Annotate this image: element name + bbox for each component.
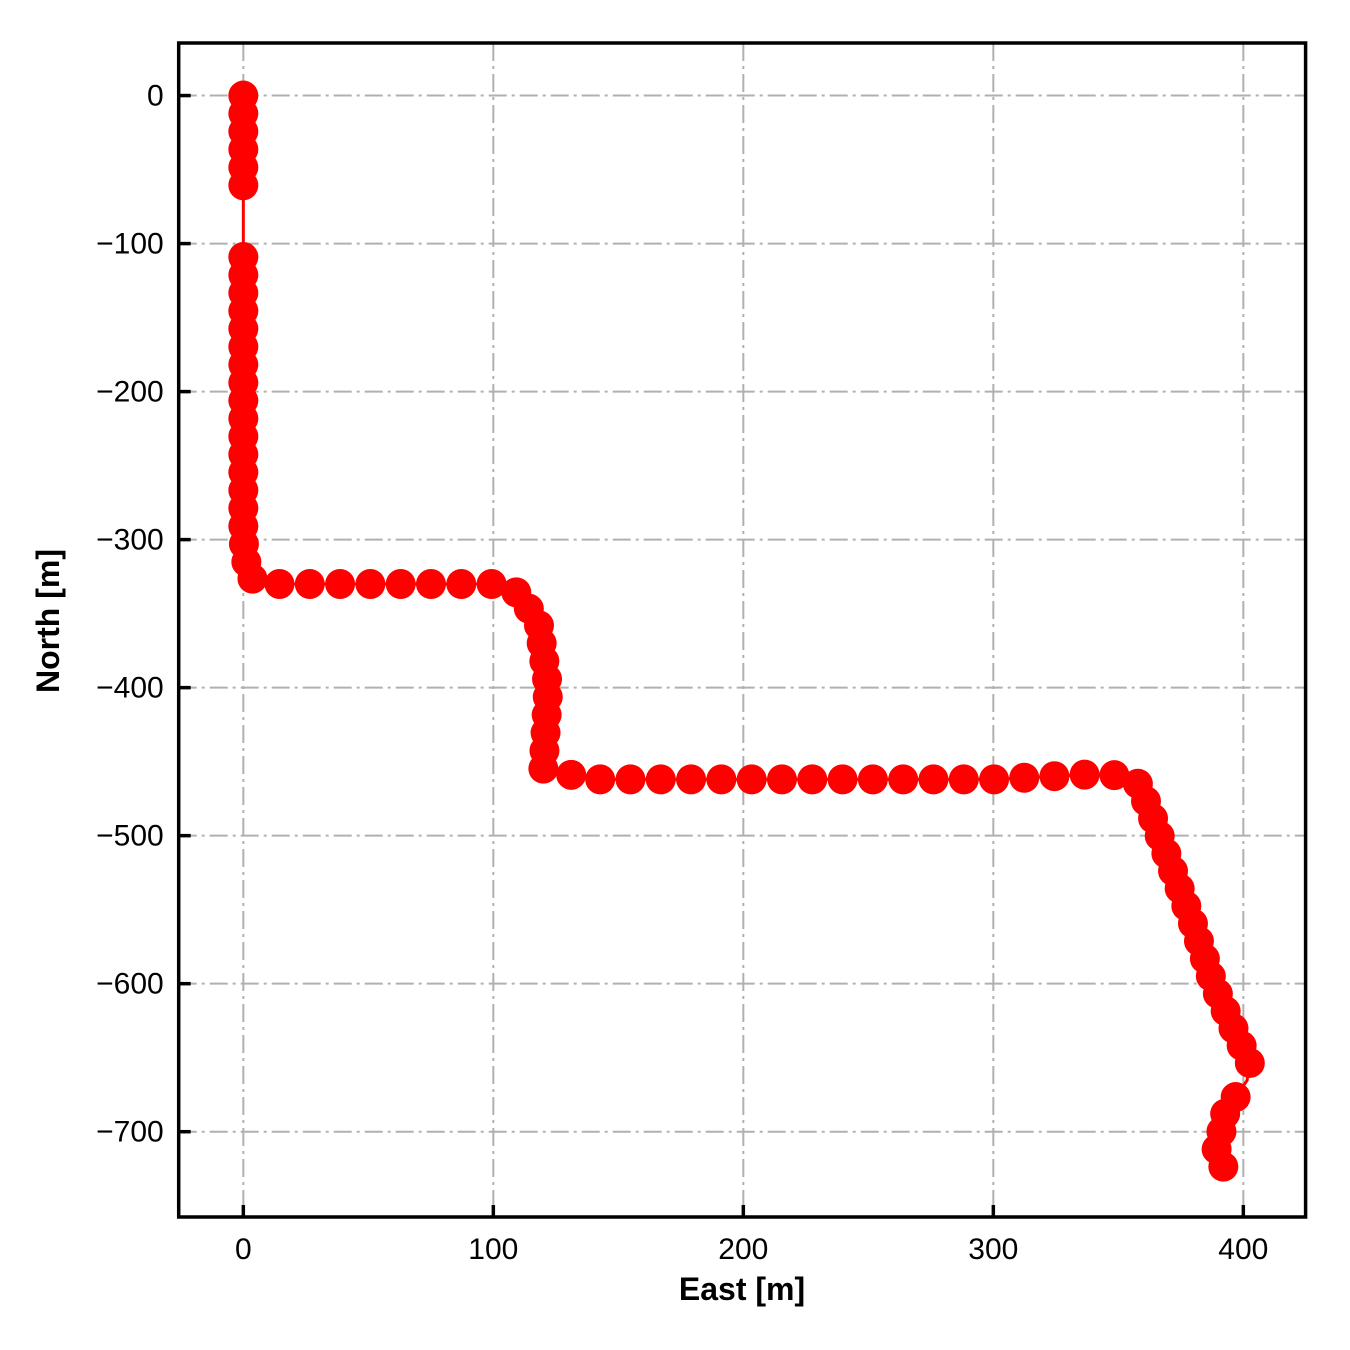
svg-text:300: 300 [968,1233,1018,1266]
svg-text:−700: −700 [96,1116,164,1149]
svg-text:−200: −200 [96,376,164,409]
svg-text:200: 200 [718,1233,768,1266]
svg-text:−100: −100 [96,228,164,261]
svg-text:−600: −600 [96,968,164,1001]
svg-text:East [m]: East [m] [679,1271,805,1307]
svg-text:400: 400 [1218,1233,1268,1266]
svg-text:−300: −300 [96,524,164,557]
svg-text:North [m]: North [m] [30,549,66,693]
svg-text:0: 0 [235,1233,252,1266]
svg-text:0: 0 [147,80,164,113]
svg-text:−500: −500 [96,820,164,853]
svg-text:100: 100 [468,1233,518,1266]
svg-text:−400: −400 [96,672,164,705]
